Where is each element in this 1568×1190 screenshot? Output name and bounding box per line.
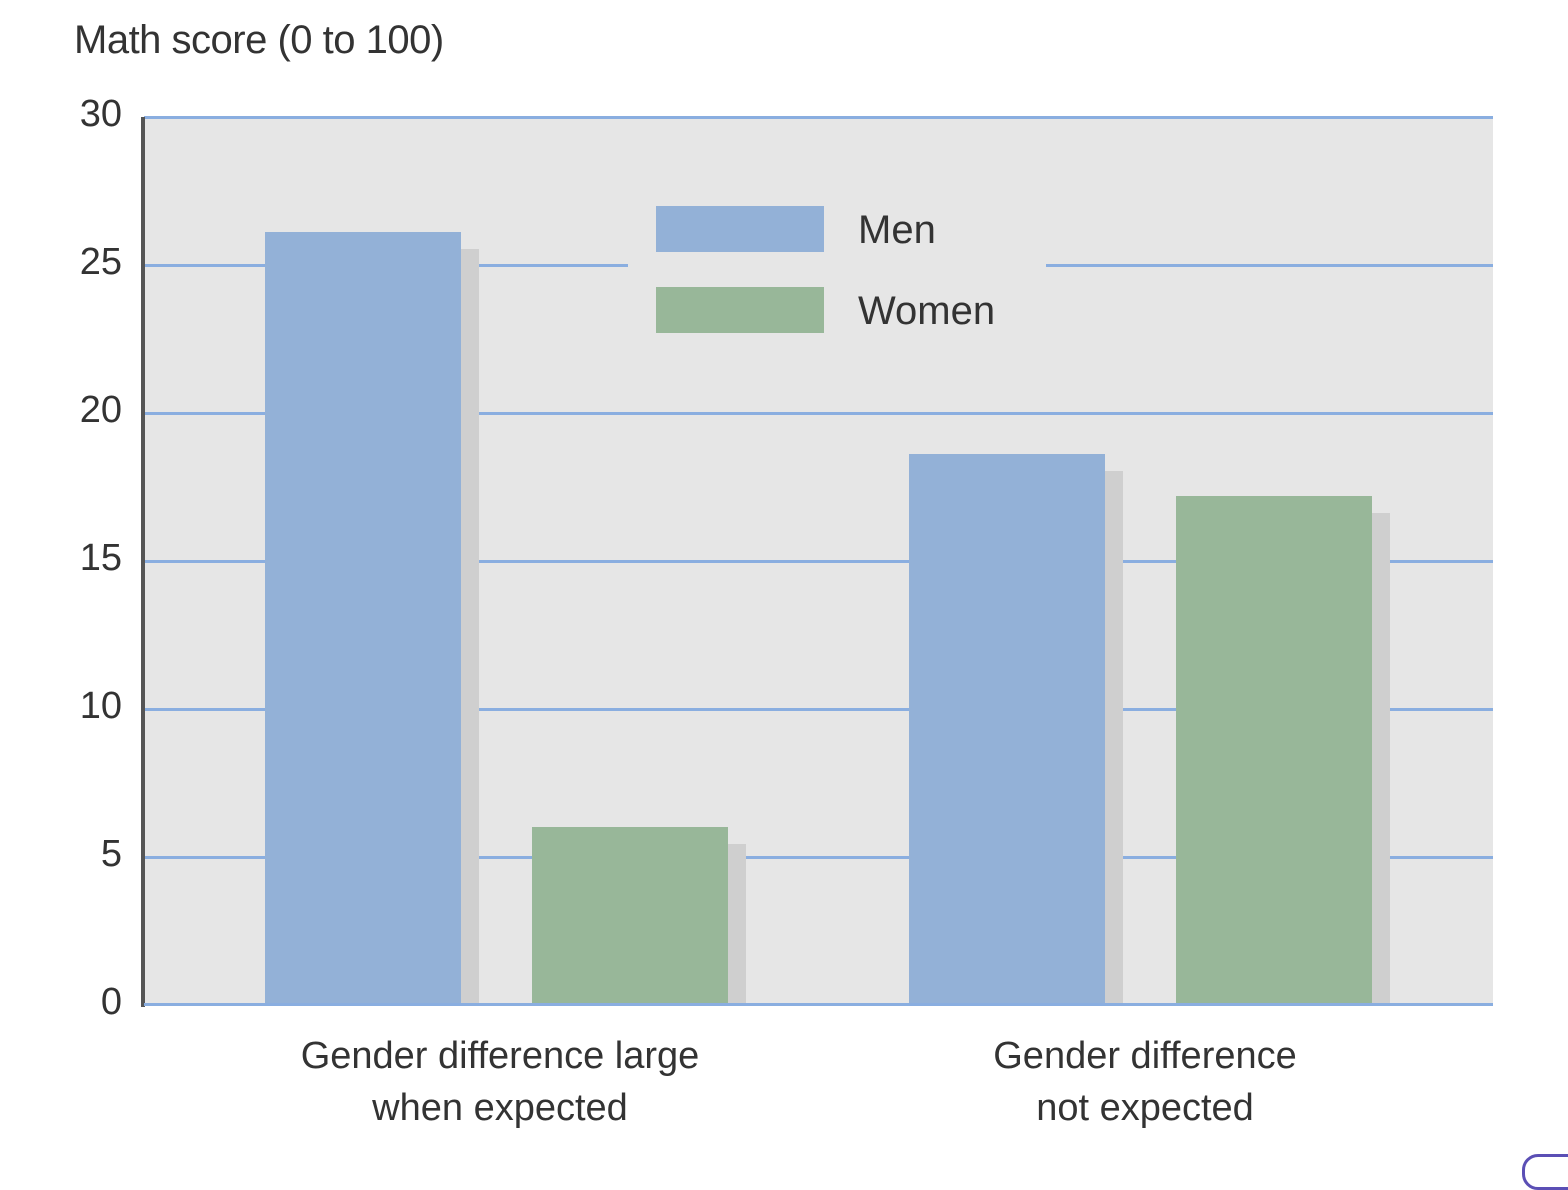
x-axis-line — [144, 1003, 1493, 1006]
legend-swatch-women — [656, 287, 824, 333]
gridline-10 — [144, 708, 1493, 711]
x-category-label-2: Gender difference not expected — [845, 1030, 1445, 1134]
y-tick-20: 20 — [79, 389, 122, 431]
bar-shadow — [728, 844, 746, 1005]
x-category-label-1-line1: Gender difference large — [300, 1035, 700, 1077]
corner-widget[interactable] — [1522, 1154, 1568, 1190]
bar-women-2 — [1176, 495, 1372, 1005]
y-tick-15: 15 — [79, 537, 122, 579]
bar-men-1 — [265, 232, 461, 1005]
y-tick-0: 0 — [100, 981, 122, 1023]
y-tick-5: 5 — [100, 833, 122, 875]
bar-women-1 — [532, 827, 728, 1005]
x-category-label-1-line2: when expected — [372, 1087, 628, 1129]
y-tick-10: 10 — [79, 685, 122, 727]
x-category-label-2-line1: Gender difference — [993, 1035, 1297, 1077]
x-category-label-2-line2: not expected — [1036, 1087, 1254, 1129]
y-axis-line — [141, 117, 145, 1007]
bar-shadow — [1372, 512, 1390, 1005]
legend-label-women: Women — [858, 289, 996, 333]
bar-shadow — [461, 249, 479, 1005]
y-axis-title: Math score (0 to 100) — [74, 18, 444, 62]
gridline-20 — [144, 412, 1493, 415]
gridline-5 — [144, 856, 1493, 859]
bar-shadow — [1105, 471, 1123, 1005]
y-tick-25: 25 — [79, 241, 122, 283]
y-tick-30: 30 — [79, 93, 122, 135]
bar-men-2 — [909, 454, 1105, 1005]
legend-swatch-men — [656, 206, 824, 252]
gridline-30 — [144, 116, 1493, 119]
legend-label-men: Men — [858, 208, 936, 252]
gridline-15 — [144, 560, 1493, 563]
x-category-label-1: Gender difference large when expected — [200, 1030, 800, 1134]
